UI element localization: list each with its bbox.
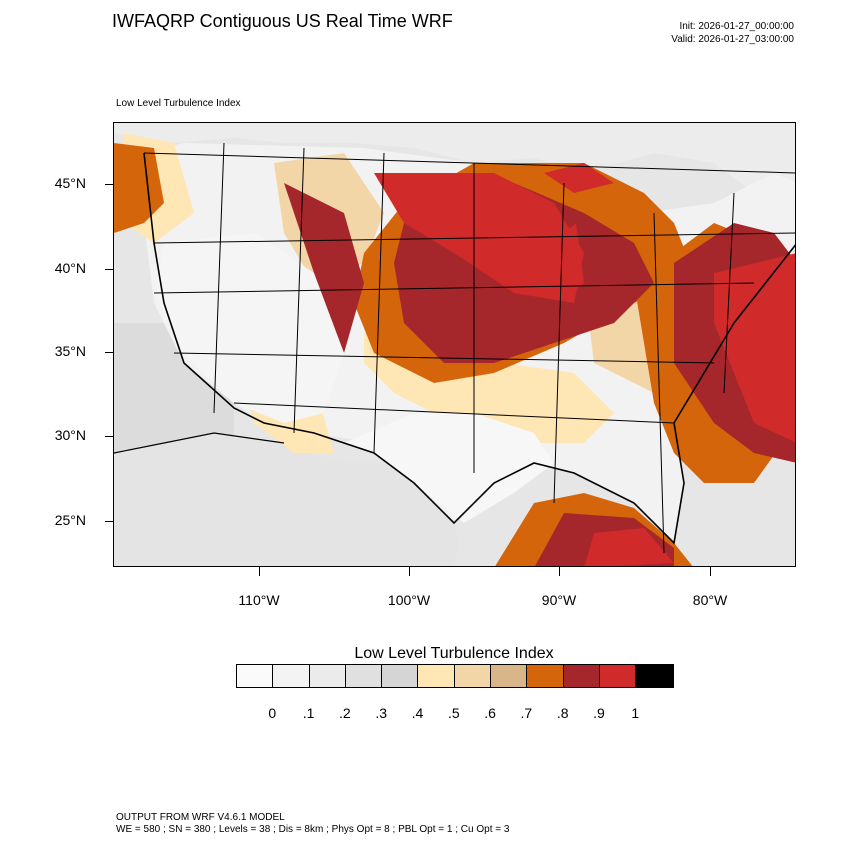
texas-white (344, 413, 554, 523)
legend-swatch (309, 665, 346, 687)
legend-label: .6 (484, 705, 496, 721)
lat-label-30: 30°N (54, 427, 86, 443)
lon-label-80w: 80°W (692, 592, 728, 608)
lake-superior (544, 163, 614, 193)
legend-label: .1 (302, 705, 315, 721)
lon-tick-100w (409, 567, 410, 576)
legend-label: .8 (556, 705, 569, 721)
plot-title: IWFAQRP Contiguous US Real Time WRF (112, 11, 453, 31)
lat-tick-40 (105, 269, 113, 270)
field-subtitle: Low Level Turbulence Index (116, 98, 241, 109)
legend-label: .7 (520, 705, 533, 721)
init-time: Init: 2026-01-27_00:00:00 (679, 21, 794, 32)
legend-swatch (454, 665, 492, 687)
lat-label-40: 40°N (54, 260, 86, 276)
legend-colorbar (236, 664, 674, 688)
lon-label-100w: 100°W (387, 592, 431, 608)
lake-michigan (564, 223, 584, 293)
legend-label: .4 (411, 705, 424, 721)
footer-line-1: OUTPUT FROM WRF V4.6.1 MODEL (116, 812, 285, 823)
gulf-red (584, 528, 674, 566)
coastline (143, 152, 795, 545)
legend-label: .3 (375, 705, 388, 721)
lat-tick-30 (105, 436, 113, 437)
legend-swatch (418, 665, 455, 687)
lat-label-45: 45°N (54, 175, 86, 191)
legend-label: .5 (447, 705, 460, 721)
rockies-darkred (284, 183, 364, 353)
legend-label: .9 (593, 705, 605, 721)
lon-tick-80w (710, 567, 711, 576)
time-info: Init: 2026-01-27_00:00:00 Valid: 2026-01… (671, 20, 794, 46)
lat-label-35: 35°N (54, 343, 86, 359)
map-canvas (114, 123, 795, 566)
state-boundaries (143, 142, 795, 554)
lat-tick-45 (105, 184, 113, 185)
legend-swatch (345, 665, 383, 687)
mexico-region (114, 433, 459, 566)
lat-tick-35 (105, 352, 113, 353)
legend-swatch (563, 665, 600, 687)
lon-label-90w: 90°W (541, 592, 577, 608)
lon-tick-110w (259, 567, 260, 576)
mid-atlantic-red (714, 253, 795, 443)
legend-label: 1 (631, 705, 640, 721)
canada-region (114, 123, 795, 193)
footer-line-2: WE = 580 ; SN = 380 ; Levels = 38 ; Dis … (116, 824, 510, 835)
lon-tick-90w (559, 567, 560, 576)
legend-swatch (273, 665, 310, 687)
pacific-northwest-orange (114, 143, 164, 233)
legend-swatch (491, 665, 528, 687)
legend-swatch (527, 665, 564, 687)
model-footer: OUTPUT FROM WRF V4.6.1 MODEL WE = 580 ; … (116, 812, 509, 836)
legend-swatch (599, 665, 637, 687)
legend-swatch (237, 665, 274, 687)
map-panel (113, 122, 796, 567)
lat-tick-25 (105, 521, 113, 522)
lon-label-110w: 110°W (238, 592, 280, 608)
legend-swatch (382, 665, 419, 687)
valid-time: Valid: 2026-01-27_03:00:00 (671, 34, 794, 45)
mexico-border (114, 432, 285, 454)
legend-label: 0 (268, 705, 277, 721)
legend-label: .2 (339, 705, 351, 721)
legend-swatch (636, 665, 673, 687)
lat-label-25: 25°N (54, 512, 86, 528)
legend-title: Low Level Turbulence Index (354, 645, 554, 662)
